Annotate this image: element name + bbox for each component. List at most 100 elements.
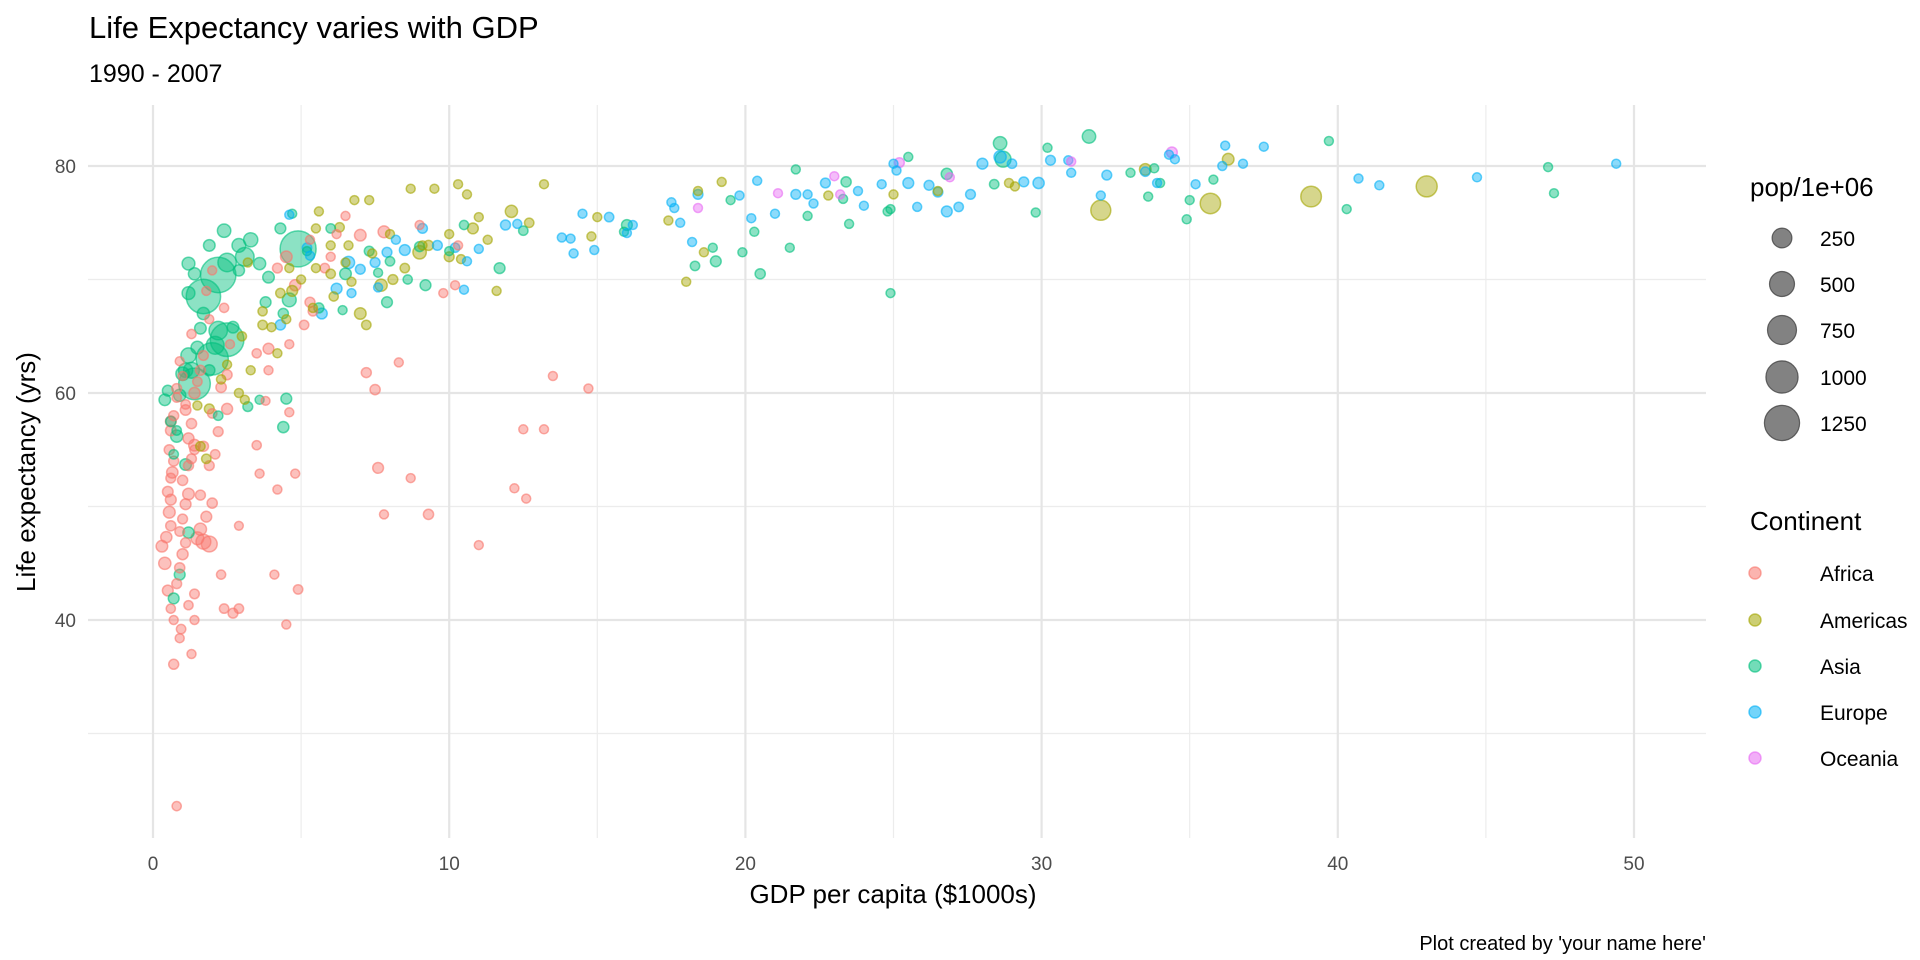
data-point-asia — [1341, 203, 1352, 215]
data-point-americas — [663, 215, 674, 226]
data-point-europe — [461, 256, 473, 267]
data-point-africa — [164, 519, 177, 532]
data-point-europe — [431, 239, 444, 252]
color-legend-label: Europe — [1820, 702, 1888, 725]
data-point-africa — [181, 487, 196, 501]
data-point-europe — [692, 188, 704, 201]
data-point-europe — [556, 232, 568, 243]
x-tick-label: 0 — [148, 854, 159, 875]
size-legend-label: 750 — [1820, 320, 1855, 343]
data-point-europe — [603, 211, 615, 223]
data-point-americas — [328, 291, 340, 302]
data-point-americas — [888, 189, 899, 200]
data-point-americas — [443, 228, 455, 240]
data-point-europe — [346, 287, 357, 299]
data-point-africa — [220, 402, 234, 416]
data-point-africa — [360, 366, 373, 379]
data-point-europe — [1471, 172, 1483, 183]
data-point-africa — [189, 444, 200, 456]
data-point-africa — [272, 484, 283, 495]
data-point-americas — [242, 257, 254, 268]
data-point-europe — [1018, 176, 1030, 188]
data-point-europe — [852, 185, 864, 197]
x-axis-title: GDP per capita ($1000s) — [749, 879, 1036, 909]
data-point-europe — [1151, 177, 1163, 189]
data-point-americas — [1009, 181, 1021, 192]
data-point-europe — [284, 209, 295, 221]
data-point-europe — [1032, 176, 1045, 190]
data-point-europe — [1095, 190, 1107, 201]
data-point-africa — [281, 619, 292, 630]
data-point-asia — [754, 267, 767, 280]
data-point-europe — [568, 248, 579, 259]
data-point-africa — [405, 472, 416, 484]
data-point-asia — [402, 274, 414, 285]
data-point-africa — [518, 424, 529, 435]
data-point-americas — [482, 234, 493, 246]
data-point-europe — [1065, 167, 1077, 179]
data-point-americas — [325, 240, 336, 251]
data-point-africa — [173, 561, 186, 574]
data-point-africa — [176, 513, 189, 525]
data-point-africa — [193, 522, 208, 537]
data-point-americas — [236, 330, 248, 342]
data-point-asia — [181, 256, 196, 271]
data-point-europe — [1353, 173, 1364, 184]
x-tick-label: 20 — [735, 854, 756, 875]
data-point-europe — [911, 201, 923, 213]
data-point-africa — [284, 338, 295, 350]
data-point-americas — [1415, 175, 1438, 198]
y-tick-label: 60 — [55, 384, 76, 405]
data-point-americas — [281, 313, 292, 325]
data-point-africa — [186, 328, 197, 340]
data-point-americas — [932, 185, 944, 197]
data-point-asia — [737, 247, 748, 258]
data-point-europe — [940, 205, 953, 218]
color-legend-label: Americas — [1820, 610, 1908, 633]
data-point-africa — [215, 569, 227, 580]
data-point-europe — [1169, 153, 1181, 165]
color-legend-key-africa — [1748, 566, 1762, 580]
data-point-americas — [313, 206, 325, 217]
data-point-africa — [209, 448, 221, 460]
axis-ticks: 0 10 20 30 40 50 40 60 80 — [55, 157, 1645, 875]
grid-lines — [88, 105, 1706, 838]
data-point-africa — [183, 599, 194, 611]
size-legend-key — [1766, 314, 1798, 346]
data-point-americas — [523, 217, 535, 229]
size-legend-key — [1771, 227, 1793, 249]
data-point-oceania — [692, 202, 704, 214]
data-point-africa — [206, 497, 219, 509]
data-point-asia — [1154, 177, 1166, 189]
data-point-asia — [419, 279, 432, 292]
data-point-africa — [168, 614, 179, 626]
data-point-europe — [1217, 160, 1228, 172]
data-point-americas — [307, 302, 319, 314]
data-point-europe — [458, 284, 470, 295]
data-point-africa — [340, 210, 351, 222]
data-point-africa — [369, 383, 381, 396]
size-legend-key — [1768, 270, 1796, 298]
data-point-africa — [449, 279, 461, 291]
data-point-asia — [202, 363, 216, 377]
data-point-asia — [259, 296, 272, 309]
data-point-europe — [473, 243, 485, 255]
data-point-africa — [174, 355, 185, 367]
data-point-asia — [164, 415, 177, 428]
data-point-asia — [443, 245, 455, 257]
data-point-africa — [179, 537, 192, 549]
data-point-asia — [903, 151, 914, 163]
data-point-americas — [192, 400, 203, 411]
data-point-africa — [224, 338, 236, 350]
data-point-asia — [517, 225, 529, 237]
data-point-asia — [725, 194, 736, 206]
data-point-africa — [206, 407, 218, 419]
data-point-africa — [254, 468, 265, 479]
data-point-europe — [858, 200, 870, 211]
data-point-asia — [1042, 142, 1053, 154]
color-legend-label: Africa — [1820, 563, 1874, 586]
data-point-americas — [491, 285, 502, 297]
data-point-asia — [784, 242, 796, 253]
data-point-europe — [621, 227, 633, 239]
data-point-africa — [204, 313, 215, 325]
